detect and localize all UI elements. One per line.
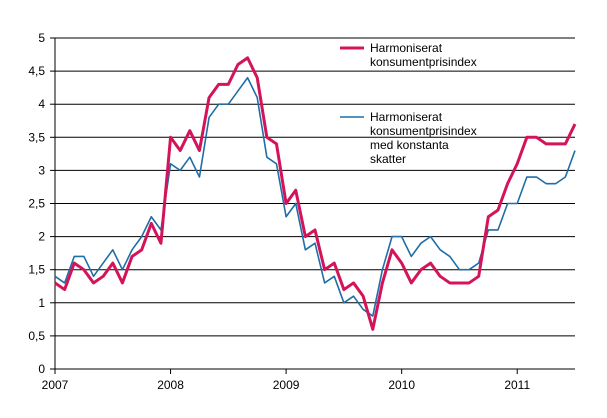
y-tick-label: 4,5 xyxy=(28,64,45,78)
x-tick-label: 2008 xyxy=(157,378,184,392)
series-line-1 xyxy=(54,56,577,331)
y-tick-label: 3,5 xyxy=(28,130,45,144)
gridlines xyxy=(55,37,575,337)
y-tick-label: 5 xyxy=(38,31,45,45)
axes xyxy=(50,37,575,374)
y-tick-label: 3 xyxy=(38,163,45,177)
x-tick-label: 2009 xyxy=(273,378,300,392)
legend-label-2: Harmoniserat konsumentprisindex med konsta… xyxy=(370,110,477,166)
legend-label-1: Harmoniserat konsumentprisindex xyxy=(370,41,477,69)
y-tick-label: 4 xyxy=(38,97,45,111)
x-tick-labels: 2007 2008 2009 2010 2011 xyxy=(42,378,531,392)
x-tick-label: 2010 xyxy=(388,378,415,392)
y-tick-labels: 0 0,5 1 1,5 2 2,5 3 3,5 4 4,5 5 xyxy=(28,31,45,376)
y-tick-label: 1,5 xyxy=(28,263,45,277)
x-tick-label: 2011 xyxy=(504,378,530,392)
legend: Harmoniserat konsumentprisindex Harmoniser… xyxy=(340,41,477,166)
y-tick-label: 1 xyxy=(38,296,45,310)
y-tick-label: 2 xyxy=(38,230,45,244)
y-tick-label: 0 xyxy=(38,362,45,376)
series-line-2 xyxy=(54,76,576,317)
series-lines xyxy=(54,56,577,331)
y-tick-label: 2,5 xyxy=(28,197,45,211)
x-tick-label: 2007 xyxy=(42,378,69,392)
y-tick-label: 0,5 xyxy=(28,329,45,343)
